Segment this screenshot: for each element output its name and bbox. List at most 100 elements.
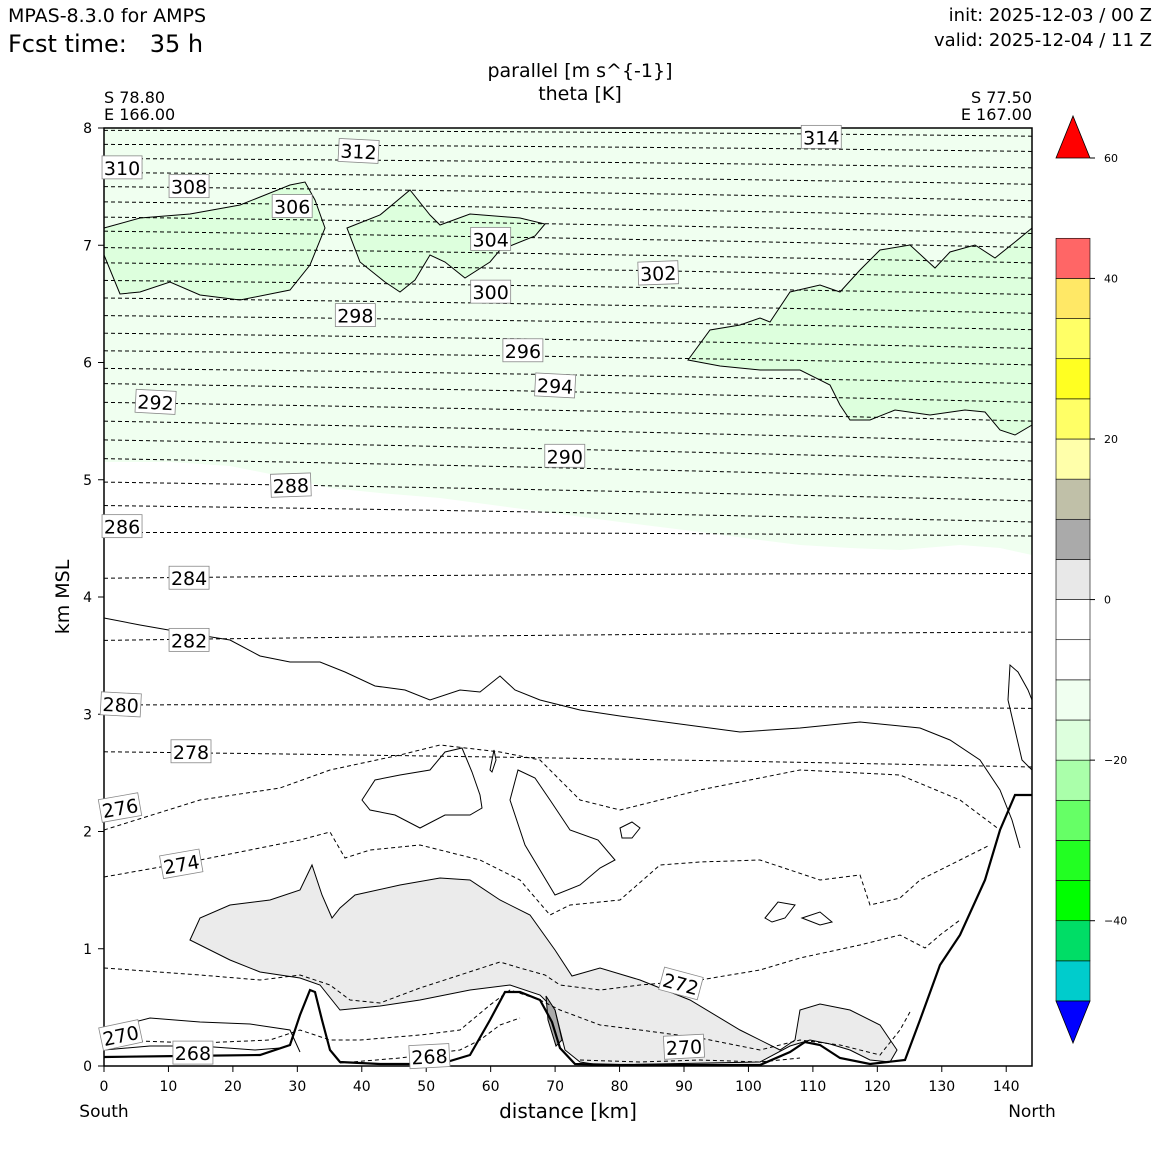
theta-label-text: 284 bbox=[171, 568, 207, 590]
colorbar-segment bbox=[1055, 799, 1091, 841]
theta-isoline bbox=[103, 420, 1033, 443]
theta-isoline bbox=[103, 332, 1033, 349]
forecast-time-value: 35 h bbox=[149, 30, 204, 58]
theta-label: 310 bbox=[101, 155, 143, 180]
theta-label-text: 314 bbox=[803, 127, 839, 149]
theta-isoline bbox=[103, 172, 1033, 185]
valid-time: valid: 2025-12-04 / 11 Z bbox=[934, 30, 1152, 51]
theta-label-box bbox=[337, 137, 380, 164]
theta-label: 282 bbox=[168, 627, 210, 652]
theta-label: 304 bbox=[470, 226, 512, 251]
end-lon: E 167.00 bbox=[960, 105, 1032, 124]
colorbar-extend-high bbox=[1055, 114, 1091, 159]
theta-label-text: 292 bbox=[137, 391, 174, 415]
theta-label-box bbox=[101, 155, 143, 180]
x-tick-label: 130 bbox=[928, 1079, 955, 1095]
theta-label-text: 300 bbox=[473, 282, 509, 304]
theta-label-text: 268 bbox=[175, 1043, 211, 1065]
x-tick-label: 50 bbox=[417, 1079, 435, 1095]
theta-isoline bbox=[103, 573, 1033, 579]
colorbar-segment bbox=[1055, 398, 1091, 440]
theta-label-box bbox=[534, 372, 577, 399]
colorbar-segment bbox=[1055, 318, 1091, 360]
theta-label-box bbox=[99, 691, 142, 718]
colorbar-segment bbox=[1055, 438, 1091, 480]
theta-label: 298 bbox=[334, 303, 376, 328]
theta-label: 288 bbox=[270, 472, 312, 498]
forecast-time: Fcst time: 35 h bbox=[8, 30, 203, 58]
colorbar: 60 40 20 0 −20 −40 bbox=[1055, 114, 1127, 1045]
y-tick-label: 1 bbox=[83, 942, 92, 958]
x-tick-label: 70 bbox=[546, 1079, 564, 1095]
colorbar-segment bbox=[1055, 759, 1091, 801]
theta-label-text: 310 bbox=[104, 158, 140, 180]
end-label: North bbox=[1008, 1102, 1056, 1122]
theta-labels: 314 312 310 308 306 304 302 300 298 296 294 292 290 2… bbox=[97, 124, 842, 1070]
theta-label-box bbox=[168, 565, 210, 590]
theta-isoline bbox=[103, 247, 1033, 264]
theta-isoline bbox=[103, 505, 1033, 523]
theta-isoline bbox=[103, 631, 1033, 641]
theta-isoline bbox=[103, 350, 1033, 366]
theta-label-box bbox=[408, 1043, 451, 1070]
x-axis: 0 10 20 30 40 50 60 70 80 90 100 110 120 130 140 bbox=[100, 1066, 1020, 1095]
colorbar-segment bbox=[1055, 880, 1091, 922]
theta-isoline bbox=[103, 831, 991, 916]
theta-label: 270 bbox=[662, 1033, 705, 1060]
theta-label-text: 304 bbox=[473, 229, 509, 251]
theta-label: 296 bbox=[502, 338, 544, 363]
theta-isoline bbox=[103, 315, 1033, 331]
colorbar-segment bbox=[1055, 639, 1091, 681]
colorbar-segment bbox=[1055, 960, 1091, 1002]
theta-isoline bbox=[103, 262, 1033, 279]
model-title: MPAS-8.3.0 for AMPS bbox=[8, 5, 207, 27]
colorbar-segment bbox=[1055, 559, 1091, 600]
theta-label-box bbox=[334, 303, 376, 328]
y-tick-label: 3 bbox=[83, 707, 92, 723]
y-tick-label: 2 bbox=[83, 825, 92, 841]
colorbar-segment bbox=[1055, 478, 1091, 520]
x-tick-label: 100 bbox=[735, 1079, 762, 1095]
theta-label-box bbox=[101, 514, 143, 539]
theta-label-box bbox=[800, 124, 842, 149]
theta-isoline bbox=[579, 1057, 801, 1063]
x-axis-title: distance [km] bbox=[499, 1099, 637, 1123]
theta-label-text: 298 bbox=[337, 306, 373, 328]
x-tick-label: 0 bbox=[100, 1079, 109, 1095]
y-tick-label: 8 bbox=[83, 121, 92, 137]
theta-isoline bbox=[103, 458, 1033, 481]
theta-isoline bbox=[103, 279, 1033, 295]
theta-label-box bbox=[271, 194, 313, 218]
x-tick-label: 10 bbox=[160, 1079, 178, 1095]
theta-label: 302 bbox=[637, 260, 680, 286]
theta-label-text: 288 bbox=[272, 475, 309, 498]
theta-isoline bbox=[103, 230, 1033, 249]
wind-contour-mid bbox=[103, 617, 1021, 849]
theta-label: 286 bbox=[101, 514, 143, 539]
theta-label: 280 bbox=[99, 691, 142, 718]
wind-contour-blob-5 bbox=[489, 749, 497, 773]
y-axis-title: km MSL bbox=[52, 559, 74, 634]
theta-label-text: 312 bbox=[340, 141, 377, 165]
theta-label: 306 bbox=[271, 194, 313, 219]
theta-isoline bbox=[103, 401, 1033, 422]
plot-title: parallel [m s^{-1}] bbox=[487, 60, 673, 82]
theta-label-box bbox=[637, 260, 680, 286]
theta-isoline bbox=[103, 201, 1033, 218]
start-point: S 78.80 E 166.00 bbox=[104, 89, 175, 123]
theta-label-box bbox=[168, 627, 210, 652]
theta-label-box bbox=[98, 1019, 144, 1051]
x-tick-label: 90 bbox=[675, 1079, 693, 1095]
theta-label: 278 bbox=[170, 739, 212, 764]
forecast-time-label: Fcst time: bbox=[8, 30, 127, 58]
colorbar-tick-label: 0 bbox=[1104, 594, 1111, 607]
theta-label: 276 bbox=[97, 792, 143, 823]
plot-subtitle: theta [K] bbox=[538, 83, 622, 105]
theta-label-text: 290 bbox=[547, 446, 583, 468]
colorbar-segment bbox=[1055, 599, 1091, 641]
theta-label-text: 306 bbox=[274, 197, 310, 219]
theta-label-text: 278 bbox=[173, 742, 209, 764]
y-tick-label: 4 bbox=[83, 590, 92, 606]
theta-isolines bbox=[103, 129, 1033, 1064]
colorbar-tick-label: 60 bbox=[1104, 152, 1118, 165]
